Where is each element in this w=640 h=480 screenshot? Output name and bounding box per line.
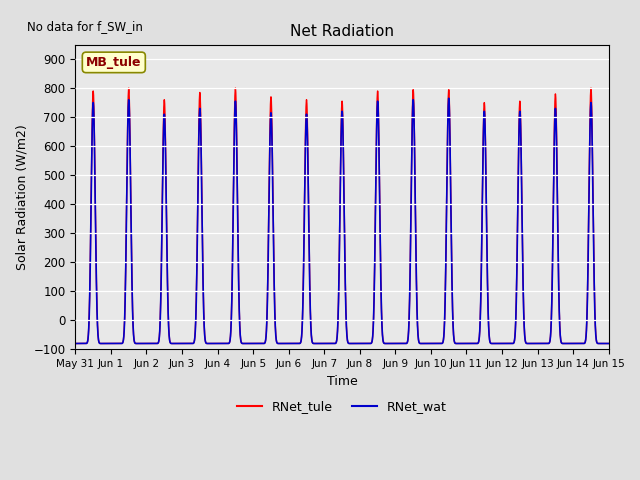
Text: MB_tule: MB_tule	[86, 56, 141, 69]
RNet_wat	[492, 341, 499, 347]
RNet_tule	[125, 85, 132, 91]
RNet_tule	[604, 341, 612, 347]
RNet_wat	[445, 96, 452, 101]
RNet_tule	[492, 341, 499, 347]
Text: No data for f_SW_in: No data for f_SW_in	[28, 20, 143, 33]
RNet_wat	[168, 341, 175, 347]
RNet_tule	[168, 341, 175, 347]
RNet_wat	[72, 341, 79, 347]
RNet_wat	[432, 341, 440, 347]
Title: Net Radiation: Net Radiation	[290, 24, 394, 39]
Legend: RNet_tule, RNet_wat: RNet_tule, RNet_wat	[232, 395, 452, 418]
Line: RNet_tule: RNet_tule	[76, 88, 609, 344]
RNet_tule	[72, 341, 79, 347]
RNet_wat	[322, 341, 330, 347]
RNet_tule	[322, 341, 330, 347]
Line: RNet_wat: RNet_wat	[76, 98, 609, 344]
RNet_tule	[605, 341, 612, 347]
RNet_wat	[605, 341, 612, 347]
RNet_wat	[461, 341, 469, 347]
RNet_wat	[604, 341, 612, 347]
X-axis label: Time: Time	[326, 374, 357, 387]
Y-axis label: Solar Radiation (W/m2): Solar Radiation (W/m2)	[15, 124, 28, 270]
RNet_tule	[461, 341, 469, 347]
RNet_tule	[432, 341, 440, 347]
